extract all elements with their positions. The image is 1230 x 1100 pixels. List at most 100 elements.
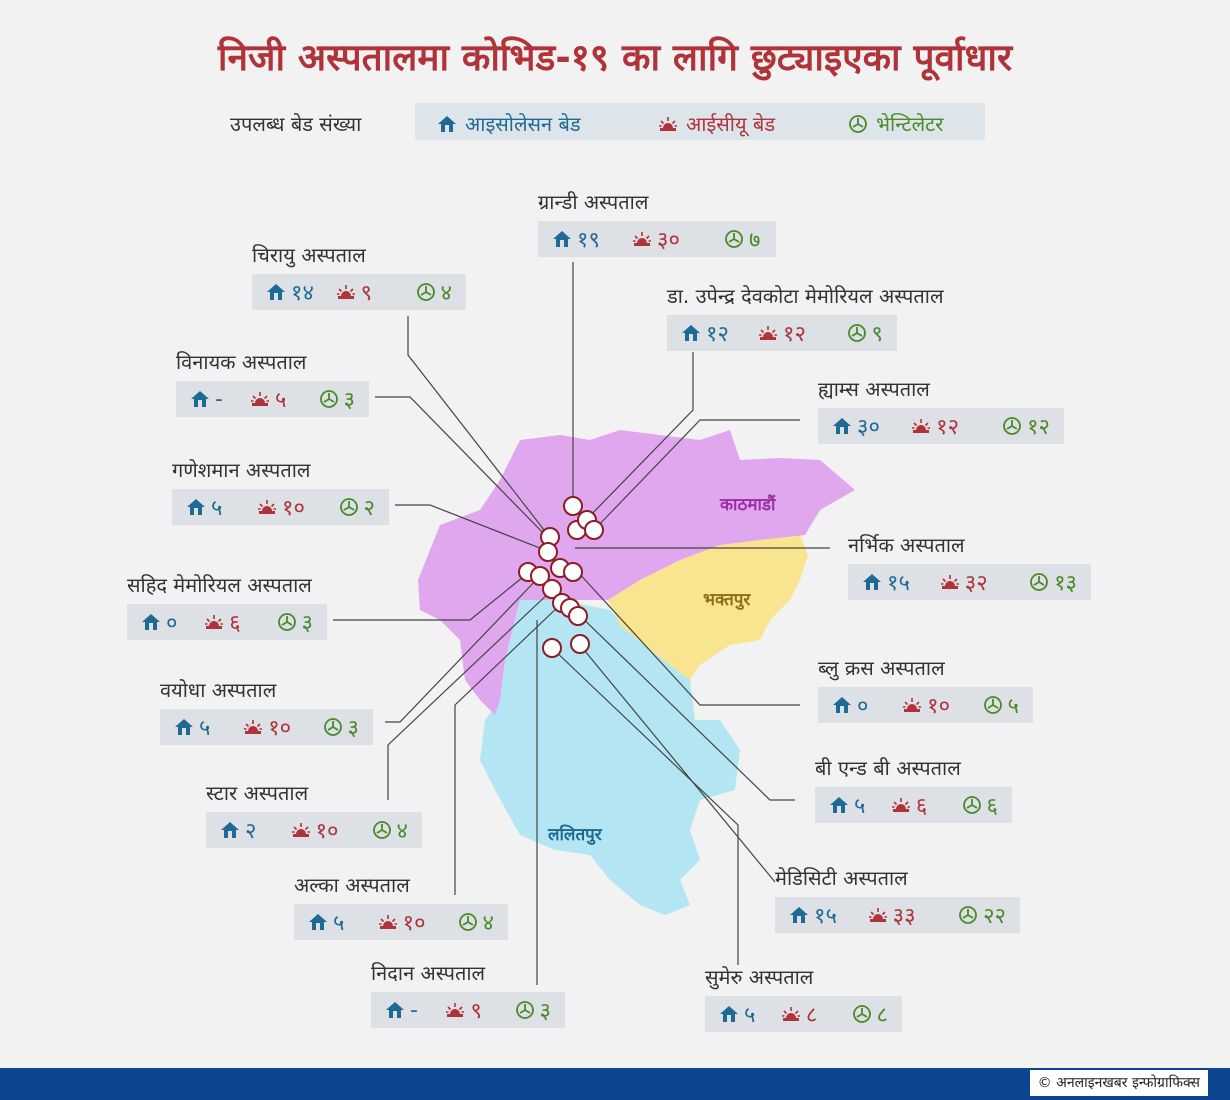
hospital-card: विनायक अस्पताल - ५ ३: [176, 348, 369, 417]
icu-count: १२: [936, 415, 960, 440]
hospital-stats: १५ ३२ १३: [848, 564, 1091, 600]
icu-count: ५: [274, 388, 287, 413]
house-icon: [833, 697, 851, 713]
hospital-marker: [542, 638, 562, 658]
house-icon: [267, 284, 285, 300]
icu-count: १०: [402, 911, 426, 936]
hospital-stats: १९ ३० ७: [538, 221, 776, 257]
siren-icon: [244, 720, 263, 734]
ventilator-stat: २२: [958, 900, 1006, 930]
hospital-card: चिरायु अस्पताल १४ ९ ४: [252, 241, 466, 310]
leader-line: [575, 569, 800, 706]
siren-icon: [633, 232, 651, 246]
ventilator-stat: १२: [1002, 411, 1050, 441]
isolation-count: ३०: [857, 415, 880, 440]
ventilator-stat: ८: [852, 999, 888, 1029]
siren-icon: [446, 1003, 465, 1017]
legend-icu: आईसीयू बेड: [658, 110, 775, 137]
hospital-stats: १२ १२ ९: [667, 315, 897, 351]
ventilator-icon: [962, 796, 981, 814]
siren-icon: [759, 326, 778, 340]
hospital-marker: [542, 579, 562, 599]
isolation-count: ५: [211, 496, 223, 521]
isolation-stat: १२: [681, 318, 748, 348]
icu-stat: ९: [445, 995, 504, 1025]
bhaktapur-district: [608, 535, 808, 680]
isolation-stat: १४: [266, 277, 326, 307]
ventilator-count: २: [363, 496, 375, 521]
ventilator-count: ८: [876, 1003, 888, 1028]
hospital-name: निदान अस्पताल: [371, 961, 486, 985]
hospital-marker: [530, 566, 550, 586]
siren-icon: [258, 500, 277, 514]
hospital-name: बी एन्ड बी अस्पताल: [815, 756, 961, 780]
ventilator-stat: १३: [1029, 567, 1077, 597]
hospital-stats: - ५ ३: [176, 381, 369, 417]
house-icon: [175, 719, 193, 735]
hospital-marker: [570, 634, 590, 654]
house-icon: [553, 231, 571, 247]
icu-stat: १०: [378, 907, 448, 937]
icu-count: ३३: [892, 904, 916, 929]
house-icon: [386, 1002, 404, 1018]
leader-line: [579, 644, 776, 883]
isolation-count: ५: [854, 794, 866, 819]
isolation-count: ५: [333, 911, 345, 936]
hospital-name: डा. उपेन्द्र देवकोटा मेमोरियल अस्पताल: [667, 284, 944, 308]
icu-stat: १०: [257, 492, 329, 522]
hospital-stats: ५ १० २: [172, 489, 389, 525]
isolation-count: १५: [887, 571, 910, 596]
leader-line: [395, 504, 551, 553]
ventilator-icon: [725, 230, 743, 248]
isolation-stat: ०: [141, 607, 194, 637]
ventilator-count: ५: [1007, 694, 1019, 719]
hospital-card: ब्लु क्रस अस्पताल ० १० ५: [818, 654, 1033, 723]
hospital-marker: [563, 562, 583, 582]
credit: © अनलाइनखबर इन्फोग्राफिक्स: [1029, 1070, 1208, 1096]
icu-stat: ३३: [868, 900, 948, 930]
lalitpur-label: ललितपुर: [547, 824, 603, 845]
hospital-card: स्टार अस्पताल २ १० ४: [206, 779, 422, 848]
house-icon: [438, 115, 456, 132]
ventilator-icon: [847, 324, 866, 342]
icu-stat: ६: [204, 607, 266, 637]
house-icon: [790, 907, 808, 923]
hospital-stats: २ १० ४: [206, 812, 422, 848]
icu-count: १०: [315, 819, 339, 844]
hospital-name: सहिद मेमोरियल अस्पताल: [127, 573, 312, 597]
ventilator-count: ४: [396, 819, 408, 844]
ventilator-count: १३: [1054, 571, 1077, 596]
isolation-count: ०: [166, 611, 178, 636]
icu-count: ८: [805, 1003, 818, 1028]
icu-stat: ५: [250, 384, 309, 414]
isolation-stat: ०: [832, 690, 892, 720]
hospital-stats: ५ १० ३: [160, 709, 373, 745]
house-icon: [309, 914, 327, 930]
siren-icon: [868, 908, 887, 922]
hospital-name: सुमेरु अस्पताल: [705, 965, 814, 989]
isolation-count: ५: [199, 716, 211, 741]
isolation-count: १९: [577, 228, 600, 253]
isolation-count: -: [410, 997, 418, 1023]
ventilator-stat: ७: [724, 224, 760, 254]
isolation-count: १२: [706, 322, 729, 347]
isolation-stat: ५: [829, 790, 881, 820]
hospital-card: ह्याम्स अस्पताल ३० १२ १२: [818, 375, 1064, 444]
leader-line: [569, 605, 795, 801]
hospital-card: गणेशमान अस्पताल ५ १० २: [172, 456, 389, 525]
house-icon: [863, 574, 881, 590]
ventilator-stat: ३: [319, 384, 355, 414]
ventilator-count: ३: [343, 388, 355, 413]
isolation-stat: ५: [308, 907, 368, 937]
hospital-marker: [584, 520, 604, 540]
icu-stat: १०: [291, 815, 362, 845]
hospital-card: सुमेरु अस्पताल ५ ८ ८: [705, 963, 902, 1032]
ventilator-icon: [1003, 417, 1022, 435]
siren-icon: [659, 116, 677, 131]
hospital-stats: ५ ६ ६: [815, 787, 1012, 823]
ventilator-icon: [515, 1001, 534, 1019]
icu-stat: १०: [902, 690, 972, 720]
ventilator-count: ४: [440, 281, 452, 306]
house-icon: [830, 797, 848, 813]
isolation-stat: -: [190, 387, 240, 412]
